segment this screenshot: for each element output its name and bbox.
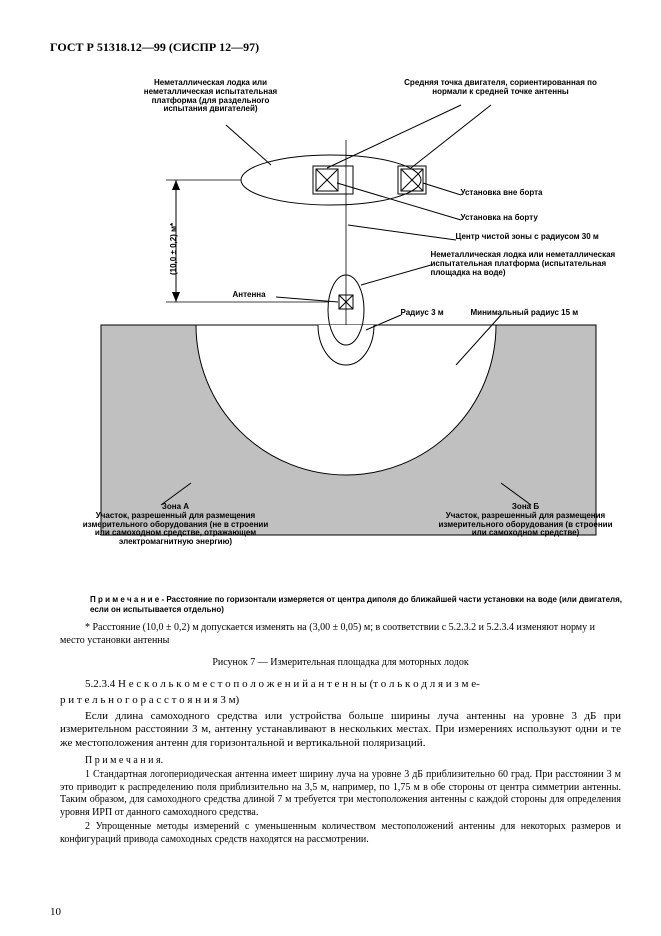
figure-7: Неметаллическая лодка или неметаллическа… <box>61 65 621 585</box>
lbl-outboard: Установка вне борта <box>461 189 611 198</box>
body-text: 5.2.3.4 Н е с к о л ь к о м е с т о п о … <box>60 678 621 751</box>
lbl-r15: Минимальный радиус 15 м <box>471 309 611 318</box>
note-1: 1 Стандартная логопериодическая антенна … <box>60 769 621 819</box>
figure-caption: Рисунок 7 — Измерительная площадка для м… <box>50 657 631 668</box>
lbl-top-left: Неметаллическая лодка или неметаллическа… <box>131 79 291 114</box>
zoneA-text: Участок, разрешенный для размещения изме… <box>83 511 268 546</box>
lbl-vdim: (10,0 ± 0,2) м* <box>169 223 178 275</box>
zoneA-title: Зона А <box>162 502 189 511</box>
body1: Если длина самоходного средства или устр… <box>60 710 621 751</box>
lbl-onboard: Установка на борту <box>461 214 611 223</box>
lbl-top-right: Средняя точка двигателя, сориентированна… <box>401 79 601 97</box>
note-2: 2 Упрощенные методы измерений с уменьшен… <box>60 821 621 846</box>
zoneB-text: Участок, разрешенный для размещения изме… <box>439 511 613 538</box>
lbl-antenna: Антенна <box>233 291 283 300</box>
zoneB-title: Зона Б <box>512 502 539 511</box>
lbl-center-zone: Центр чистой зоны с радиусом 30 м <box>456 233 636 242</box>
figure-note: П р и м е ч а н и е - Расстояние по гори… <box>90 595 631 614</box>
footnote: * Расстояние (10,0 ± 0,2) м допускается … <box>60 622 621 647</box>
notes-heading: П р и м е ч а н и я. <box>60 755 621 768</box>
lbl-platform: Неметаллическая лодка или неметаллическа… <box>431 251 621 277</box>
lbl-r3: Радиус 3 м <box>401 309 461 318</box>
doc-header: ГОСТ Р 51318.12—99 (СИСПР 12—97) <box>50 40 631 55</box>
p534b: р и т е л ь н о г о р а с с т о я н и я … <box>60 694 239 706</box>
p534a: 5.2.3.4 Н е с к о л ь к о м е с т о п о … <box>85 678 480 690</box>
page-number: 10 <box>50 906 61 918</box>
notes-block: П р и м е ч а н и я. 1 Стандартная логоп… <box>60 755 621 847</box>
